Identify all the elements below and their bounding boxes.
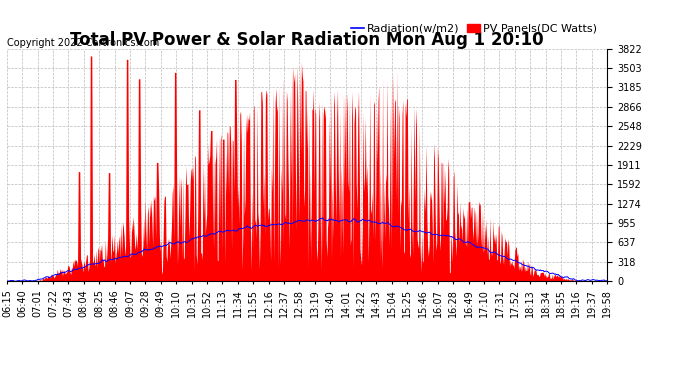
Title: Total PV Power & Solar Radiation Mon Aug 1 20:10: Total PV Power & Solar Radiation Mon Aug… <box>70 31 544 49</box>
Text: Copyright 2022 Cartronics.com: Copyright 2022 Cartronics.com <box>7 38 159 48</box>
Legend: Radiation(w/m2), PV Panels(DC Watts): Radiation(w/m2), PV Panels(DC Watts) <box>346 20 602 38</box>
